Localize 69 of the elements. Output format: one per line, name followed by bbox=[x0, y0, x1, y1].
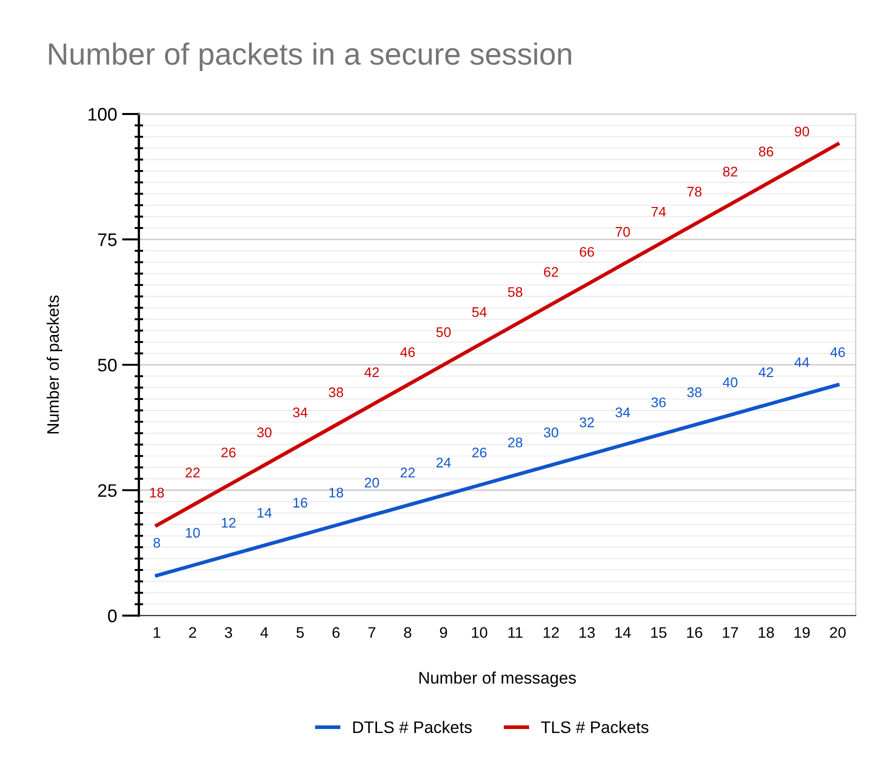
x-tick-label: 15 bbox=[651, 627, 666, 638]
data-label: 22 bbox=[186, 468, 200, 478]
x-tick-label: 16 bbox=[687, 627, 702, 638]
x-tick-label: 9 bbox=[440, 627, 448, 638]
data-label: 30 bbox=[544, 428, 558, 438]
data-label: 90 bbox=[794, 126, 810, 136]
data-label: 70 bbox=[616, 226, 630, 237]
x-tick-label: 4 bbox=[260, 627, 268, 638]
data-label: 26 bbox=[472, 448, 486, 458]
x-tick-label: 7 bbox=[368, 627, 376, 638]
x-tick-label: 1 bbox=[154, 627, 160, 638]
data-label: 26 bbox=[221, 448, 236, 458]
legend-label: DTLS # Packets bbox=[353, 720, 472, 734]
data-label: 24 bbox=[436, 458, 451, 468]
data-label: 16 bbox=[293, 498, 308, 508]
y-tick-label: 100 bbox=[88, 108, 117, 121]
x-tick-label: 10 bbox=[472, 627, 488, 638]
data-label: 34 bbox=[292, 407, 308, 418]
data-label: 74 bbox=[652, 206, 666, 217]
data-label: 34 bbox=[616, 407, 630, 418]
data-label: 10 bbox=[186, 528, 200, 538]
x-tick-label: 13 bbox=[580, 627, 595, 638]
data-label: 42 bbox=[364, 367, 379, 378]
x-tick-label: 12 bbox=[544, 627, 559, 638]
y-axis-title: Number of packets bbox=[46, 295, 62, 434]
data-label: 46 bbox=[400, 347, 415, 358]
data-label: 58 bbox=[508, 287, 522, 297]
x-tick-label: 5 bbox=[296, 627, 304, 638]
data-label: 54 bbox=[472, 307, 487, 317]
data-label: 62 bbox=[544, 267, 558, 277]
x-tick-label: 14 bbox=[615, 627, 631, 638]
data-label: 30 bbox=[257, 428, 272, 438]
data-label: 86 bbox=[758, 146, 774, 156]
data-label: 82 bbox=[723, 166, 738, 177]
data-label: 18 bbox=[150, 488, 164, 498]
data-label: 38 bbox=[328, 387, 344, 398]
data-label: 78 bbox=[687, 186, 702, 197]
data-label: 32 bbox=[580, 418, 594, 428]
x-tick-label: 11 bbox=[508, 627, 522, 638]
data-label: 18 bbox=[329, 488, 344, 498]
data-label: 36 bbox=[651, 397, 666, 408]
data-label: 22 bbox=[400, 468, 415, 478]
data-label: 38 bbox=[687, 387, 702, 398]
data-label: 40 bbox=[722, 377, 738, 388]
data-label: 8 bbox=[154, 538, 160, 548]
data-label: 66 bbox=[580, 246, 594, 257]
chart-title: Number of packets in a secure session bbox=[49, 42, 572, 71]
data-label: 14 bbox=[258, 508, 272, 518]
y-tick-label: 50 bbox=[98, 358, 117, 372]
data-label: 46 bbox=[830, 347, 845, 358]
data-label: 28 bbox=[508, 438, 522, 448]
x-tick-label: 6 bbox=[332, 627, 340, 638]
y-tick-label: 75 bbox=[98, 234, 117, 246]
x-tick-label: 20 bbox=[830, 627, 846, 638]
x-tick-label: 18 bbox=[758, 627, 774, 638]
data-label: 12 bbox=[222, 518, 236, 528]
data-label: 50 bbox=[436, 327, 451, 338]
x-tick-label: 3 bbox=[224, 627, 232, 638]
y-tick-label: 0 bbox=[108, 610, 117, 622]
x-tick-label: 8 bbox=[404, 627, 412, 638]
data-label: 44 bbox=[794, 357, 810, 368]
x-tick-label: 2 bbox=[189, 627, 196, 638]
x-tick-label: 19 bbox=[794, 627, 810, 638]
y-tick-label: 25 bbox=[98, 484, 117, 497]
data-label: 42 bbox=[758, 367, 774, 378]
legend-label: TLS # Packets bbox=[541, 720, 648, 734]
x-axis-title: Number of messages bbox=[419, 672, 576, 688]
data-label: 20 bbox=[364, 478, 380, 488]
x-tick-label: 17 bbox=[722, 627, 738, 638]
